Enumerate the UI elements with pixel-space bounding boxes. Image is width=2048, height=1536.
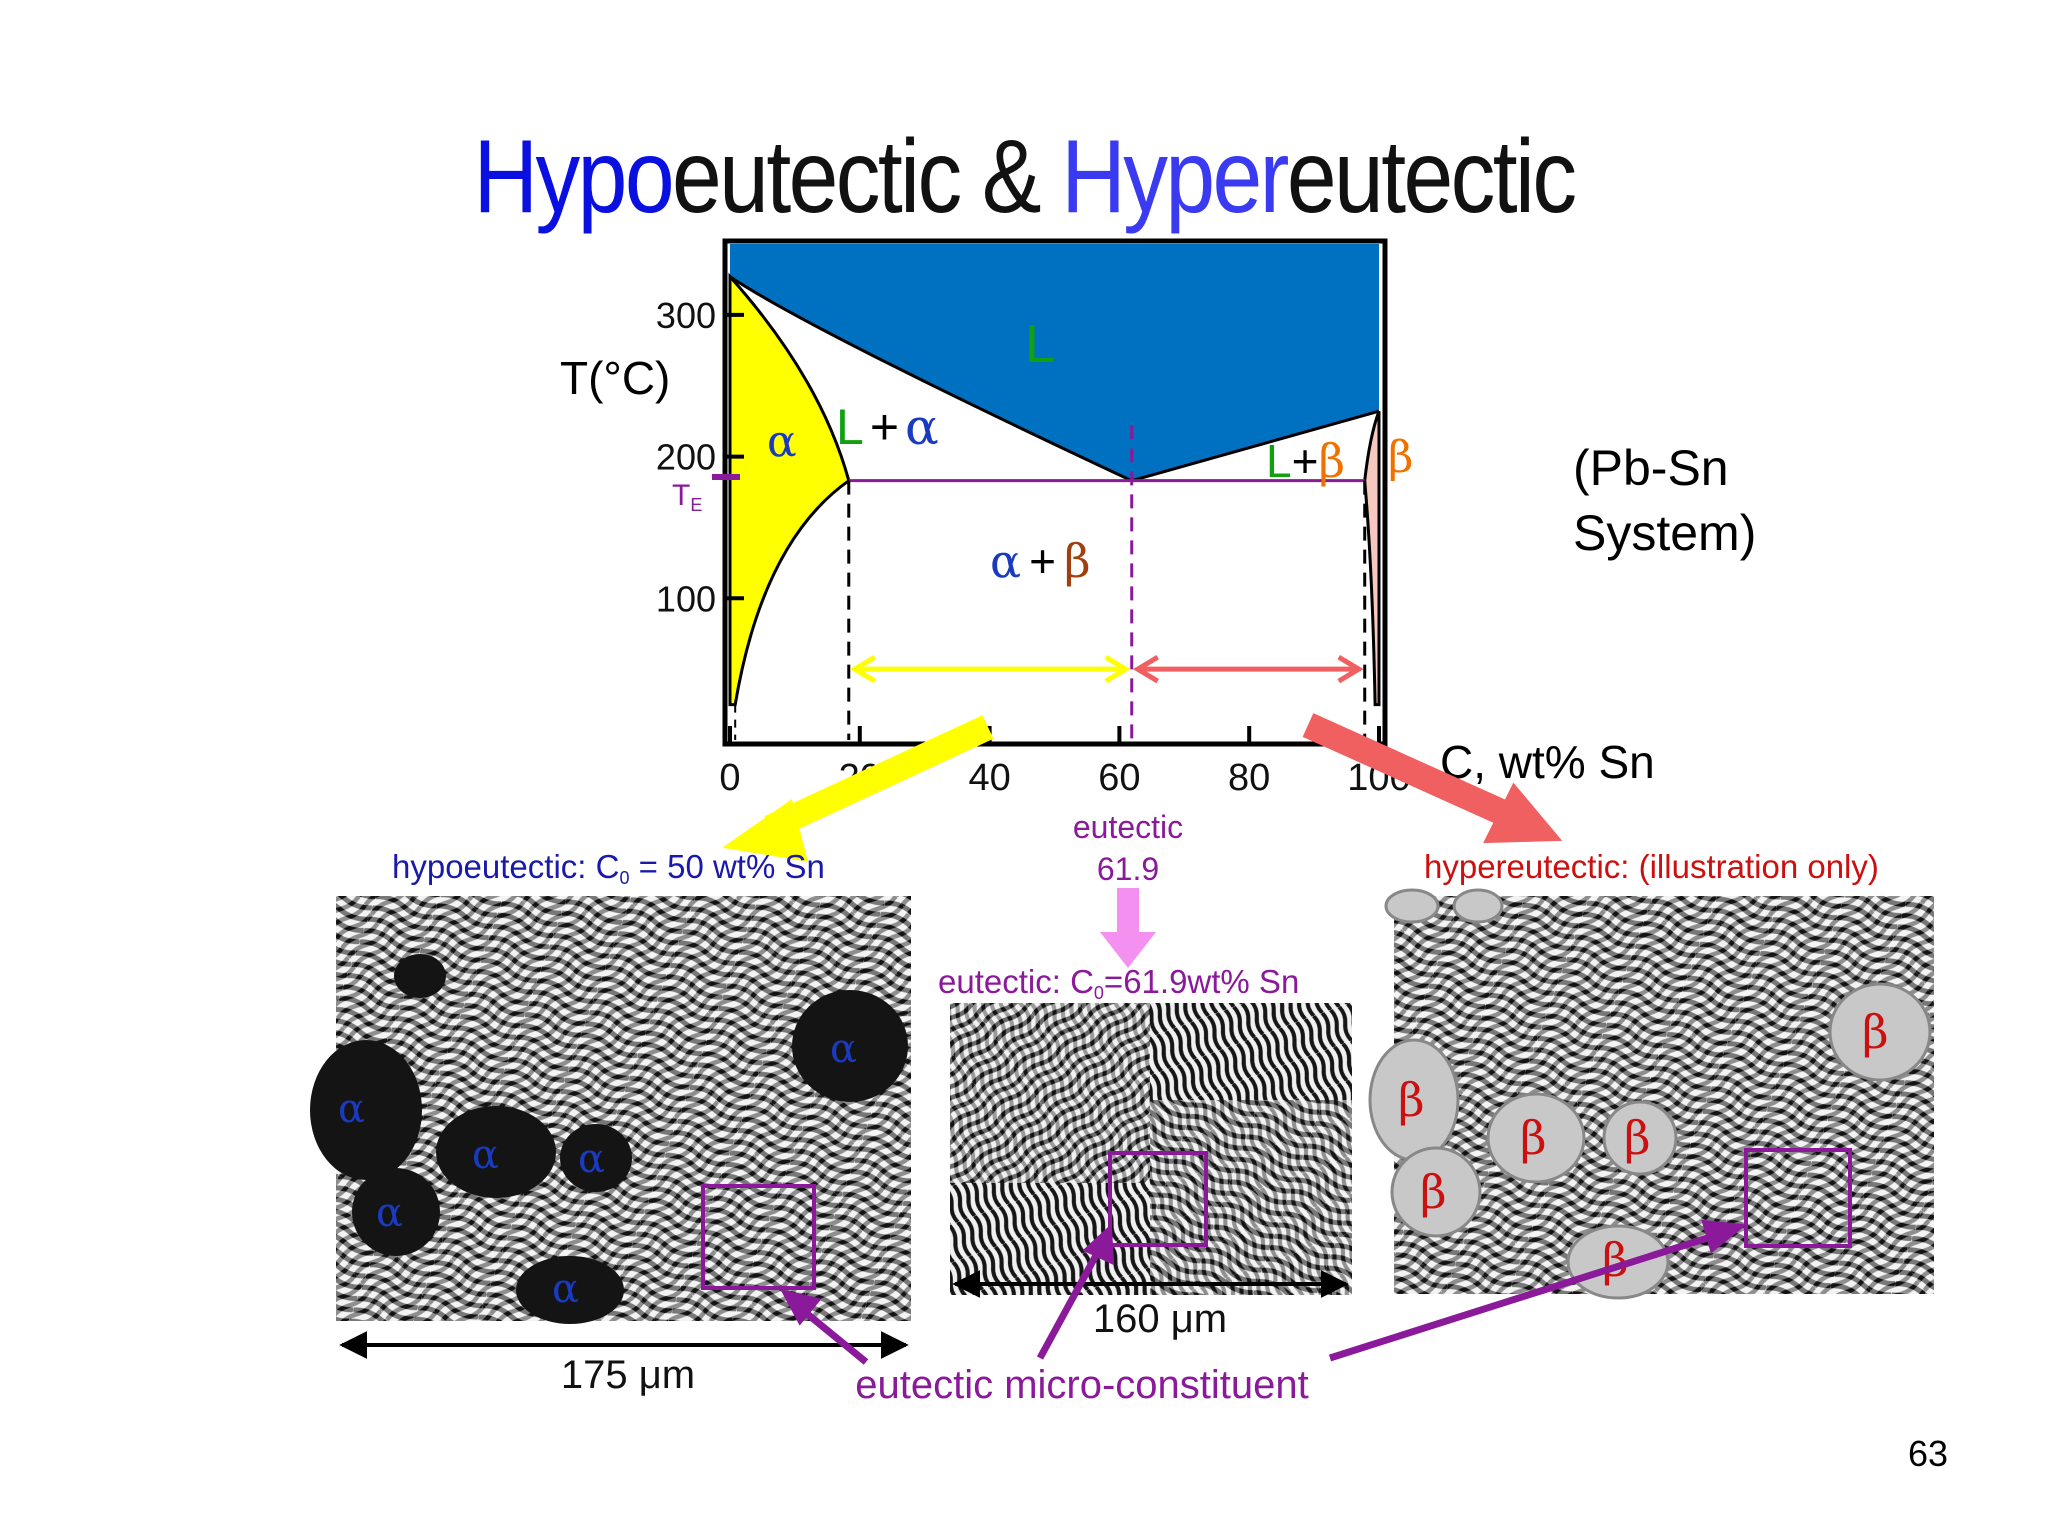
- te-label: TE: [672, 479, 702, 515]
- system-label-line1: (Pb-Sn: [1573, 440, 1729, 496]
- alpha-region: [728, 272, 851, 707]
- x-tick-label: 40: [968, 757, 1010, 799]
- l-plus-alpha-alpha: α: [905, 398, 939, 456]
- y-tick-label: 300: [656, 295, 716, 336]
- l-plus-beta-label: L+β: [1266, 434, 1345, 488]
- eutectic-scale-label: 160 μm: [1093, 1297, 1227, 1341]
- y-tick-label: 100: [656, 578, 716, 619]
- hyper-pointer-arrow: [1302, 713, 1563, 844]
- hypo-alpha-1: α: [830, 1026, 857, 1072]
- l-plus-beta-l: L: [1266, 435, 1292, 487]
- x-tick-label: 60: [1098, 757, 1140, 799]
- eutectic-caption-sub: 0: [1094, 983, 1104, 1003]
- hypo-alpha-4: α: [578, 1136, 605, 1182]
- l-plus-beta-beta: β: [1318, 434, 1345, 488]
- diagram-frame: [722, 238, 1388, 747]
- hyper-range-arrowhead-right: [1337, 654, 1364, 684]
- title-hyper: Hyper: [1061, 119, 1289, 235]
- system-label-line2: System): [1573, 505, 1756, 561]
- hypo-range-arrowhead-left: [849, 654, 877, 684]
- ab-alpha: α: [990, 534, 1021, 588]
- x-axis-label: C, wt% Sn: [1440, 736, 1655, 788]
- hyper-caption: hypereutectic: (illustration only): [1424, 848, 1879, 885]
- eutectic-label-line2: 61.9: [1097, 851, 1159, 887]
- hypo-caption: hypoeutectic: C0 = 50 wt% Sn: [392, 848, 825, 888]
- x-tick-label: 0: [719, 757, 740, 799]
- hypo-caption-suffix: = 50 wt% Sn: [629, 848, 824, 885]
- eutectic-micrograph: [950, 1003, 1352, 1295]
- l-plus-alpha-label: L + α: [836, 398, 939, 456]
- title-eutectic-2: eutectic: [1286, 119, 1577, 235]
- hypo-alpha-6: α: [552, 1266, 579, 1312]
- hypo-caption-sub: 0: [619, 868, 629, 888]
- eutectic-caption-prefix: eutectic: C: [938, 963, 1094, 1000]
- beta-label: β: [1388, 432, 1413, 483]
- hypo-pointer-arrow: [722, 715, 994, 862]
- eutectic-pointer-arrow: [1100, 888, 1156, 968]
- slide-title: Hypoeutectic & Hypereutectic: [143, 118, 1904, 237]
- title-eutectic-1: eutectic &: [671, 119, 1062, 235]
- hypo-range-arrowhead-right: [1104, 654, 1131, 684]
- hypo-caption-prefix: hypoeutectic: C: [392, 848, 619, 885]
- eutectic-label-line1: eutectic: [1073, 809, 1183, 845]
- hyper-beta-1: β: [1862, 1005, 1889, 1059]
- x-tick-label: 80: [1228, 757, 1270, 799]
- alpha-plus-beta-label: α + β: [990, 534, 1091, 588]
- hyper-beta-5: β: [1420, 1165, 1447, 1219]
- page-number: 63: [1908, 1433, 1948, 1474]
- hypo-alpha-3: α: [472, 1132, 499, 1178]
- beta-region: [1363, 410, 1381, 707]
- eutectic-caption-suffix: =61.9wt% Sn: [1104, 963, 1299, 1000]
- hyper-beta-4: β: [1624, 1111, 1651, 1165]
- hyper-beta-3: β: [1520, 1111, 1547, 1165]
- y-axis-ticks: 100 200 300: [656, 295, 744, 619]
- micro-constituent-arrows: [780, 1219, 1748, 1365]
- liquid-label: L: [1025, 314, 1055, 374]
- title-hypo: Hypo: [473, 119, 675, 235]
- ab-plus: +: [1029, 535, 1056, 587]
- l-plus-beta-plus: +: [1292, 435, 1319, 487]
- hypo-scale-label: 175 μm: [561, 1353, 695, 1397]
- liquidus-line: [729, 275, 1380, 483]
- l-plus-alpha-l: L: [836, 399, 864, 455]
- eutectic-caption: eutectic: C0=61.9wt% Sn: [938, 963, 1299, 1003]
- y-tick-label: 200: [656, 437, 716, 478]
- l-plus-alpha-plus: +: [870, 399, 899, 455]
- te-label-t: T: [672, 479, 690, 512]
- y-axis-label: T(°C): [560, 352, 670, 404]
- hypo-alpha-5: α: [376, 1190, 403, 1236]
- hyper-beta-6: β: [1602, 1233, 1629, 1287]
- hyper-beta-2: β: [1398, 1073, 1425, 1127]
- te-label-sub: E: [690, 495, 702, 515]
- ab-beta: β: [1064, 534, 1091, 588]
- hyper-micrograph: [1368, 888, 1934, 1300]
- hyper-range-arrowhead-left: [1132, 654, 1160, 684]
- liquid-region: [730, 244, 1379, 481]
- hypo-micrograph: [310, 896, 911, 1324]
- micro-constituent-label: eutectic micro-constituent: [855, 1363, 1309, 1407]
- hypo-alpha-2: α: [338, 1086, 365, 1132]
- alpha-label: α: [767, 416, 797, 467]
